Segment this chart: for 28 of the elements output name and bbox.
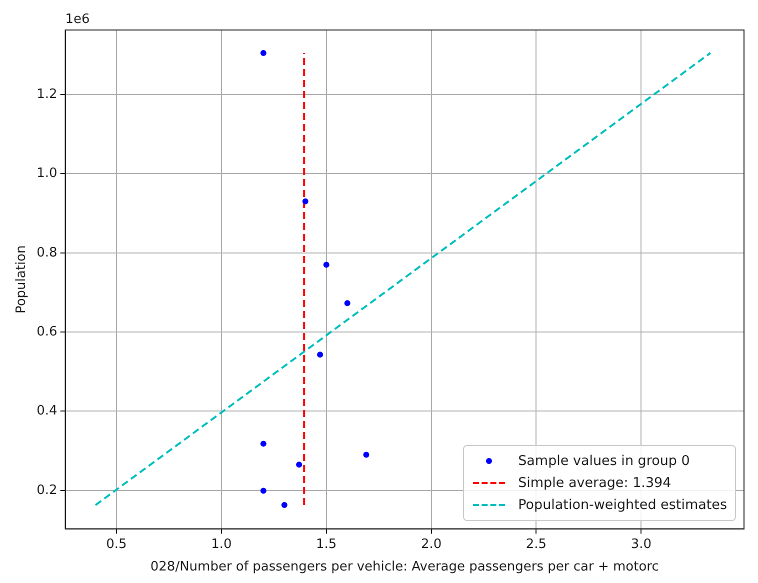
point [260, 440, 266, 447]
point [296, 462, 302, 468]
point [317, 352, 324, 358]
y-tick-label: 0.2 [36, 482, 58, 498]
x-tick-label: 1.0 [211, 536, 232, 552]
legend-label: Population-weighted estimates [518, 496, 727, 513]
text: 1e6 [65, 12, 90, 27]
x-tick-label: 2.5 [526, 536, 547, 552]
y-tick-label: 1.0 [36, 166, 58, 182]
y-tick-label: 0.6 [36, 324, 58, 340]
point [260, 488, 266, 494]
y-tick-label: 0.8 [36, 245, 58, 260]
point [281, 502, 288, 508]
y-tick-label: 0.4 [36, 404, 58, 419]
legend-label: Sample values in group 0 [518, 452, 690, 469]
x-axis-title: 028/Number of passengers per vehicle: Average passengers per car + motorc [150, 560, 659, 575]
x-tick-label: 2.0 [420, 536, 442, 552]
y-tick-label: 1.2 [36, 86, 58, 102]
y-axis-title: Population [14, 245, 30, 314]
point [323, 262, 330, 268]
legend-label: Simple average: 1.394 [518, 474, 672, 491]
point [363, 452, 370, 458]
point [302, 198, 308, 204]
x-tick-label: 1.5 [316, 536, 337, 552]
x-tick-label: 0.5 [106, 536, 127, 552]
point [260, 50, 266, 56]
point [344, 300, 350, 306]
x-tick-label: 3.0 [630, 536, 652, 552]
